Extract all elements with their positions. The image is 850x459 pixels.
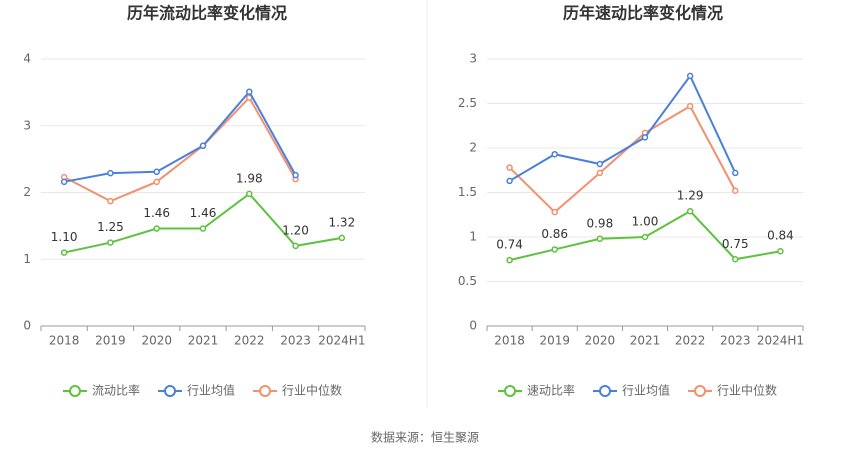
- data-point: [107, 239, 114, 246]
- data-point: [107, 169, 114, 177]
- data-point: [246, 190, 253, 198]
- value-label: 0.75: [722, 237, 749, 251]
- data-point: [551, 150, 558, 158]
- x-tick-label: 2018: [494, 334, 525, 348]
- x-tick-label: 2021: [630, 334, 661, 348]
- value-label: 1.29: [677, 189, 704, 203]
- data-point: [246, 88, 253, 95]
- value-label: 0.84: [767, 229, 794, 243]
- x-tick-label: 2023: [720, 334, 751, 348]
- legend-label: 行业均值: [622, 383, 670, 398]
- series-line: [63, 96, 297, 203]
- x-tick-label: 2023: [280, 334, 311, 348]
- x-tick-label: 2019: [95, 334, 126, 348]
- x-tick-label: 2020: [141, 334, 172, 348]
- data-point: [292, 242, 299, 250]
- x-tick-label: 2021: [188, 334, 219, 348]
- legend-label: 行业中位数: [282, 383, 342, 398]
- data-point: [60, 178, 68, 186]
- legend-marker: [259, 385, 272, 397]
- source: 数据来源：恒生聚源: [371, 430, 479, 445]
- y-tick-label: 0: [469, 319, 477, 333]
- data-point: [506, 164, 513, 171]
- data-point: [732, 256, 739, 263]
- data-point: [732, 187, 739, 194]
- data-point: [506, 177, 513, 185]
- y-tick-label: 1.5: [458, 185, 477, 199]
- data-point: [199, 142, 207, 150]
- chart-title: 历年流动比率变化情况: [127, 4, 287, 23]
- series-line: [508, 104, 737, 214]
- legend-label: 行业中位数: [717, 383, 777, 398]
- series-line: [509, 73, 737, 182]
- data-point: [777, 247, 784, 255]
- value-label: 1.25: [97, 220, 124, 234]
- data-point: [596, 169, 604, 177]
- y-tick-label: 3: [469, 52, 477, 66]
- data-point: [596, 235, 604, 243]
- x-tick-label: 2019: [539, 334, 570, 348]
- y-tick-label: 2: [469, 141, 477, 155]
- y-tick-label: 4: [23, 52, 31, 66]
- chart-title: 历年速动比率变化情况: [563, 4, 723, 23]
- legend-marker: [164, 385, 177, 397]
- y-tick-label: 0.5: [458, 274, 477, 288]
- y-tick-label: 3: [23, 118, 31, 132]
- data-point: [641, 233, 649, 241]
- x-tick-label: 2022: [675, 334, 706, 348]
- x-tick-label: 2024H1: [318, 334, 365, 348]
- data-point: [60, 249, 68, 256]
- value-label: 0.86: [541, 227, 568, 241]
- value-label: 0.98: [586, 216, 613, 230]
- data-point: [292, 171, 299, 179]
- data-point: [199, 225, 207, 232]
- x-tick-label: 2020: [585, 334, 616, 348]
- y-tick-label: 1: [469, 230, 477, 244]
- data-point: [551, 246, 558, 253]
- x-tick-label: 2022: [234, 334, 265, 348]
- y-tick-label: 1: [23, 252, 31, 266]
- data-point: [732, 169, 739, 177]
- legend-marker: [599, 385, 612, 397]
- data-point: [153, 178, 160, 186]
- data-point: [551, 208, 558, 216]
- legend-label: 速动比率: [527, 383, 575, 398]
- data-point: [338, 234, 346, 242]
- data-point: [153, 225, 160, 232]
- y-tick-label: 0: [23, 319, 31, 333]
- data-point: [107, 197, 114, 205]
- value-label: 1.98: [236, 171, 263, 185]
- value-label: 1.32: [328, 215, 355, 229]
- value-label: 1.00: [632, 215, 659, 229]
- data-point: [686, 207, 694, 215]
- legend-marker: [694, 385, 707, 397]
- data-point: [506, 256, 513, 264]
- y-tick-label: 2: [23, 185, 31, 199]
- series-line: [63, 89, 297, 183]
- value-label: 1.46: [190, 206, 217, 220]
- legend-label: 流动比率: [92, 383, 140, 398]
- value-label: 0.74: [496, 238, 523, 252]
- y-tick-label: 2.5: [458, 96, 477, 110]
- x-tick-label: 2024H1: [757, 334, 804, 348]
- legend-marker: [69, 385, 81, 397]
- legend-label: 行业均值: [187, 383, 235, 398]
- x-tick-label: 2018: [49, 334, 80, 348]
- value-label: 1.46: [143, 206, 170, 220]
- value-label: 1.10: [51, 230, 78, 244]
- data-point: [686, 72, 694, 80]
- data-point: [153, 168, 160, 176]
- value-label: 1.20: [282, 223, 309, 237]
- legend-marker: [504, 385, 516, 397]
- data-point: [641, 134, 649, 141]
- data-point: [686, 102, 694, 110]
- data-point: [596, 160, 604, 168]
